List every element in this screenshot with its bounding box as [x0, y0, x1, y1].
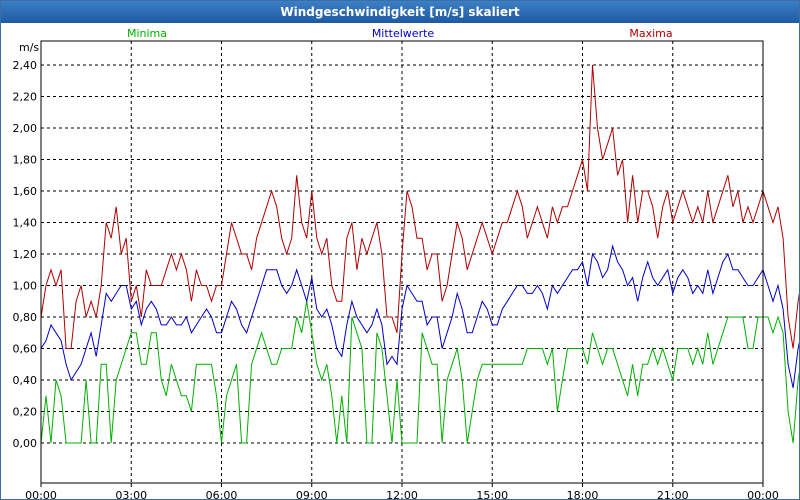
- x-tick-time: 00:00: [25, 489, 57, 499]
- x-tick-time: 21:00: [657, 489, 689, 499]
- x-tick-time: 03:00: [115, 489, 147, 499]
- x-axis: 00:0029.11.1603:0029.11.1606:0029.11.160…: [25, 483, 779, 499]
- x-tick-time: 09:00: [296, 489, 328, 499]
- y-tick-label: 0,20: [13, 406, 38, 419]
- legend-entry: Maxima: [629, 27, 672, 40]
- y-tick-label: 2,00: [13, 122, 38, 135]
- x-tick-time: 15:00: [476, 489, 508, 499]
- series-line-maxima: [40, 64, 799, 349]
- y-tick-label: 0,60: [13, 343, 38, 356]
- y-tick-label: 0,80: [13, 311, 38, 324]
- x-tick-time: 12:00: [386, 489, 418, 499]
- y-tick-label: 2,40: [13, 59, 38, 72]
- x-tick-time: 06:00: [206, 489, 238, 499]
- y-tick-label: 1,60: [13, 185, 38, 198]
- y-axis-label: m/s: [19, 41, 39, 54]
- legend-entry: Minima: [127, 27, 167, 40]
- y-tick-label: 0,00: [13, 437, 38, 450]
- legend-entry: Mittelwerte: [372, 27, 435, 40]
- series-line-minima: [40, 301, 799, 444]
- y-tick-label: 0,40: [13, 374, 38, 387]
- y-tick-label: 2,20: [13, 91, 38, 104]
- x-tick-time: 18:00: [567, 489, 599, 499]
- y-tick-label: 1,40: [13, 217, 38, 230]
- y-axis: 0,00 0,20 0,40 0,60 0,80 1,00 1,20 1,40 1,60 1,80…: [13, 59, 38, 450]
- grid: [41, 41, 763, 483]
- x-tick-time: 00:00: [747, 489, 779, 499]
- chart: 0,00 0,20 0,40 0,60 0,80 1,00 1,20 1,40 1,60 1,80…: [13, 27, 799, 499]
- y-tick-label: 1,80: [13, 154, 38, 167]
- y-tick-label: 1,20: [13, 248, 38, 261]
- legend: Minima Mittelwerte Maxima: [127, 27, 673, 40]
- y-tick-label: 1,00: [13, 280, 38, 293]
- window-title: Windgeschwindigkeit [m/s] skaliert: [1, 1, 799, 23]
- series-line-mittelwerte: [40, 244, 799, 389]
- series-layer: [40, 64, 799, 444]
